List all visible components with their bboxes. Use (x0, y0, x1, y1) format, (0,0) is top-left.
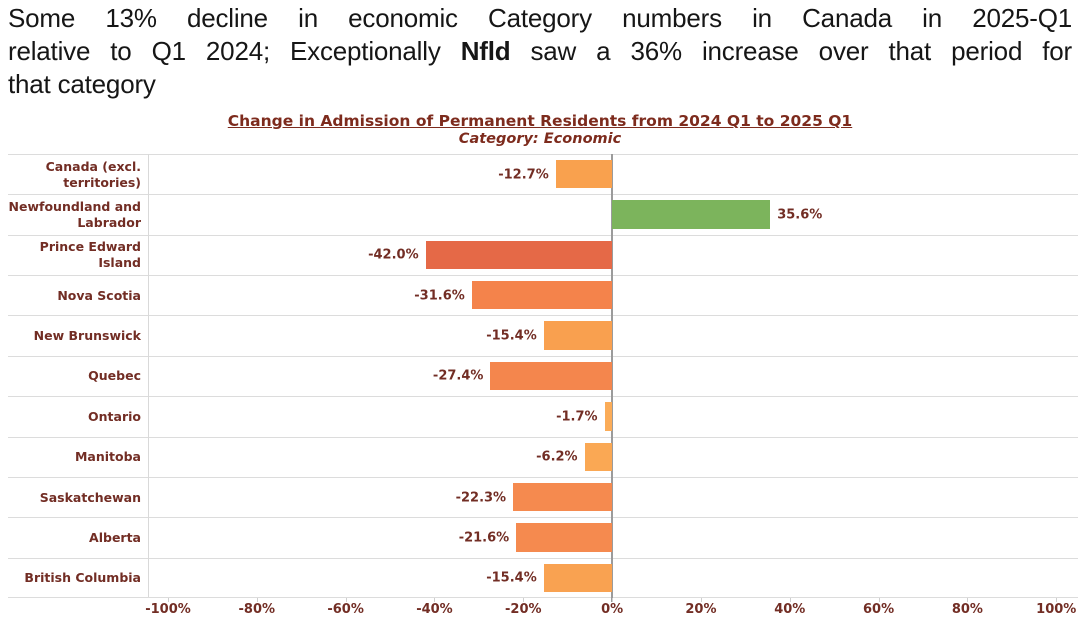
bar-value-label: -42.0% (368, 247, 419, 263)
row-plot: -12.7% (148, 155, 1078, 194)
chart-row: Alberta -21.6% (8, 517, 1078, 557)
value-bar (604, 402, 613, 431)
x-tick-mark (1056, 598, 1058, 602)
x-tick-mark (523, 598, 525, 602)
bar-value-label: -27.4% (432, 368, 484, 384)
category-label: Manitoba (74, 449, 141, 465)
bar-value-label: -31.6% (414, 288, 465, 304)
headline-line-1: Some 13% decline in economic Category nu… (8, 3, 1072, 33)
x-tick-label: 40% (774, 602, 806, 617)
chart-row: Nova Scotia -31.6% (8, 275, 1078, 315)
category-label: Ontario (88, 408, 141, 424)
value-bar (425, 240, 613, 270)
category-label: New Brunswick (33, 328, 141, 344)
value-bar (612, 200, 771, 229)
bar-value-label: -6.2% (536, 449, 578, 465)
x-tick-mark (878, 598, 880, 602)
category-label: Alberta (89, 529, 141, 545)
row-plot: -22.3% (148, 478, 1078, 517)
x-tick-mark (789, 598, 791, 602)
row-plot: -21.6% (148, 518, 1078, 557)
x-tick-label: 20% (685, 602, 717, 617)
bar-value-label: -21.6% (458, 530, 510, 546)
x-tick-mark (167, 598, 169, 602)
x-tick-label: -20% (505, 602, 542, 617)
x-tick-label: 80% (951, 602, 983, 617)
x-tick-mark (700, 598, 702, 602)
label-plot-separator (148, 154, 149, 597)
row-plot: -1.7% (148, 397, 1078, 436)
headline-line-2: relative to Q1 2024; Exceptionally Nfld … (8, 35, 1072, 68)
plot-area: Canada (excl. territories) -12.7% Newfound… (8, 154, 1078, 602)
x-tick-label: -80% (238, 602, 276, 617)
category-label: Saskatchewan (39, 489, 141, 505)
row-plot: -6.2% (148, 438, 1078, 477)
chart-title: Change in Admission of Permanent Residen… (227, 112, 853, 130)
row-plot: -27.4% (148, 357, 1078, 396)
headline-emphasis: Nfld (460, 36, 511, 66)
row-plot: 35.6% (148, 195, 1078, 234)
bar-value-label: -1.7% (556, 409, 598, 425)
value-bar (543, 321, 613, 350)
row-plot: -31.6% (148, 276, 1078, 315)
chart-row: British Columbia -15.4% (8, 557, 1078, 598)
chart-row: Saskatchewan -22.3% (8, 476, 1078, 517)
value-bar (555, 160, 613, 189)
value-bar (584, 442, 613, 471)
headline-line-2-post: saw a 36% increase over that period for (510, 36, 1072, 66)
chart-row: Quebec -27.4% (8, 355, 1078, 396)
x-tick-label: 100% (1036, 602, 1077, 617)
chart-row: Prince Edward Island -42.0% (8, 234, 1078, 275)
row-plot: -15.4% (148, 559, 1078, 598)
x-tick-label: 60% (863, 602, 895, 617)
category-label: Canada (excl. territories) (45, 158, 141, 190)
row-plot: -15.4% (148, 316, 1078, 355)
headline: Some 13% decline in economic Category nu… (0, 0, 1080, 101)
bar-value-label: -12.7% (498, 167, 549, 183)
x-tick-mark (967, 598, 969, 602)
value-bar (513, 482, 613, 512)
x-tick-mark (434, 598, 436, 602)
row-plot: -42.0% (148, 236, 1078, 275)
bar-value-label: -22.3% (455, 490, 507, 506)
x-tick-mark (345, 598, 347, 602)
bar-chart: Change in Admission of Permanent Residen… (0, 112, 1080, 621)
zero-axis-line (611, 154, 614, 602)
x-axis: -100% -80% -60% -40% -20% 0% 20% 40% 60% 80% 100% (8, 598, 1078, 621)
chart-row: Newfoundland and Labrador 35.6% (8, 194, 1078, 234)
category-label: Newfoundland and Labrador (8, 199, 141, 231)
headline-line-2-pre: relative to Q1 2024; Exceptionally (8, 36, 461, 66)
category-label: Nova Scotia (57, 287, 141, 303)
x-tick-label: -100% (145, 602, 191, 617)
chart-row: New Brunswick -15.4% (8, 315, 1078, 355)
chart-row: Ontario -1.7% (8, 396, 1078, 436)
bar-value-label: -15.4% (486, 570, 537, 586)
x-tick-label: 0% (601, 602, 624, 617)
chart-subtitle: Category: Economic (458, 131, 622, 147)
chart-row: Canada (excl. territories) -12.7% (8, 154, 1078, 194)
x-tick-label: -40% (416, 602, 453, 617)
category-label: Prince Edward Island (39, 239, 141, 271)
category-label: British Columbia (24, 570, 141, 586)
x-tick-label: -60% (327, 602, 364, 617)
value-bar (471, 281, 613, 310)
x-tick-mark (256, 598, 258, 602)
chart-row: Manitoba -6.2% (8, 436, 1078, 477)
value-bar (543, 563, 613, 592)
value-bar (490, 361, 613, 391)
value-bar (516, 523, 613, 552)
bar-value-label: -15.4% (486, 328, 537, 344)
category-label: Quebec (88, 368, 141, 384)
x-tick-mark (612, 598, 614, 602)
bar-value-label: 35.6% (777, 207, 823, 223)
headline-line-3: that category (8, 69, 156, 99)
